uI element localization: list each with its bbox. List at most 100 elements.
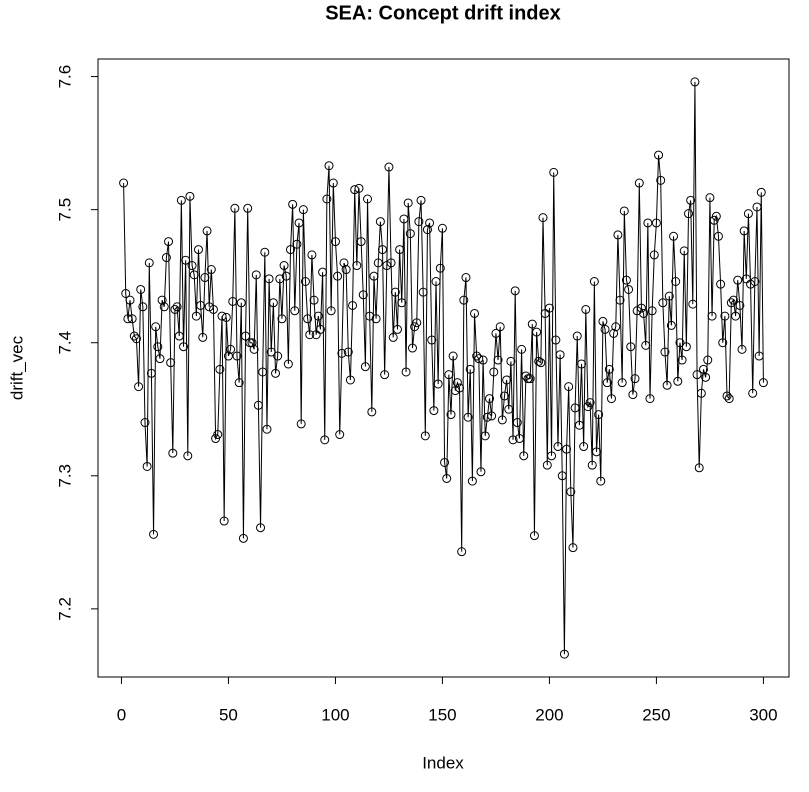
data-point (679, 246, 689, 256)
data-point (517, 344, 527, 354)
data-point (707, 311, 717, 321)
data-point (213, 430, 223, 440)
data-point (630, 374, 640, 384)
data-point (457, 547, 467, 557)
data-point (279, 261, 289, 271)
data-point (544, 303, 554, 313)
data-point (144, 258, 154, 268)
data-point (621, 275, 631, 285)
data-point (553, 442, 563, 452)
data-point (198, 332, 208, 342)
data-point (728, 295, 738, 305)
data-point (474, 354, 484, 364)
data-point (491, 328, 501, 338)
data-point (497, 415, 507, 425)
data-point (318, 267, 328, 277)
data-point (427, 335, 437, 345)
data-point (564, 382, 574, 392)
data-point (183, 451, 193, 461)
data-point (170, 304, 180, 314)
data-point (737, 344, 747, 354)
data-point (547, 451, 557, 461)
data-point (493, 355, 503, 365)
data-point (238, 533, 248, 543)
chart-title: SEA: Concept drift index (325, 2, 561, 24)
data-point (459, 295, 469, 305)
data-point (733, 275, 743, 285)
x-tick-label: 100 (321, 705, 349, 724)
data-point (326, 306, 336, 316)
data-point (241, 331, 251, 341)
data-point (431, 277, 441, 287)
data-point (358, 290, 368, 300)
data-point (363, 194, 373, 204)
data-point (581, 304, 591, 314)
data-point (303, 314, 313, 324)
data-point (161, 253, 171, 263)
data-point (651, 218, 661, 228)
data-point (604, 364, 614, 374)
data-point (343, 347, 353, 357)
data-point (499, 391, 509, 401)
data-point (666, 320, 676, 330)
y-tick-label: 7.4 (55, 331, 74, 355)
data-point (281, 271, 291, 281)
data-point (555, 350, 565, 360)
data-point (529, 531, 539, 541)
data-point (243, 203, 253, 213)
data-point (684, 209, 694, 219)
data-point (606, 394, 616, 404)
data-point (268, 298, 278, 308)
data-point (739, 226, 749, 236)
data-point (716, 279, 726, 289)
data-point (322, 194, 332, 204)
data-point (315, 324, 325, 334)
data-point (705, 193, 715, 203)
data-point (551, 335, 561, 345)
data-point (286, 245, 296, 255)
data-point (232, 351, 242, 361)
data-point (179, 342, 189, 352)
data-point (386, 258, 396, 268)
data-point (219, 516, 229, 526)
data-point (181, 255, 191, 265)
data-point (221, 312, 231, 322)
data-point (701, 372, 711, 382)
data-point (731, 311, 741, 321)
data-point (461, 273, 471, 283)
data-point (557, 471, 567, 481)
data-point (669, 231, 679, 241)
data-point (352, 261, 362, 271)
data-point (487, 411, 497, 421)
data-point (591, 447, 601, 457)
data-point (223, 351, 233, 361)
data-point (442, 473, 452, 483)
data-point (726, 298, 736, 308)
data-point (384, 162, 394, 172)
data-point (328, 178, 338, 188)
data-point (713, 231, 723, 241)
data-point (519, 451, 529, 461)
data-point (208, 304, 218, 314)
data-point (718, 338, 728, 348)
data-point (619, 206, 629, 216)
data-point (480, 431, 490, 441)
data-point (440, 457, 450, 467)
data-point (489, 367, 499, 377)
data-point (677, 355, 687, 365)
data-point (756, 187, 766, 197)
data-point (202, 226, 212, 236)
data-point (369, 271, 379, 281)
data-point (422, 225, 432, 235)
data-point (664, 291, 674, 301)
data-point (142, 461, 152, 471)
x-tick-label: 200 (535, 705, 563, 724)
data-point (262, 424, 272, 434)
data-point (437, 223, 447, 233)
data-point (407, 343, 417, 353)
data-point (266, 347, 276, 357)
data-point (692, 370, 702, 380)
data-point (350, 185, 360, 195)
data-point (696, 388, 706, 398)
data-point (234, 378, 244, 388)
